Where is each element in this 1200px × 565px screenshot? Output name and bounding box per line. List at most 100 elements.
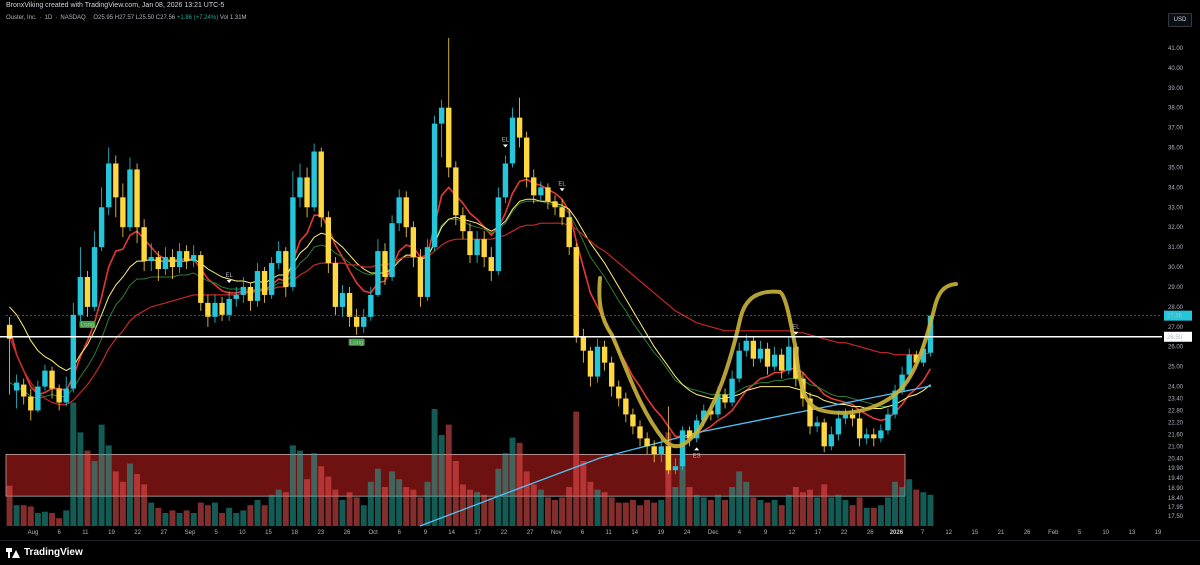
time-tick-label: Nov xyxy=(551,530,562,536)
candle xyxy=(290,171,296,291)
price-tick-label: 36.00 xyxy=(1168,146,1184,152)
price-tick-label: 29.00 xyxy=(1168,285,1184,291)
volume-bar xyxy=(651,502,658,526)
candle-body xyxy=(332,263,339,307)
price-tick-label: 18.40 xyxy=(1168,496,1184,502)
candle xyxy=(623,392,629,423)
low-value: L25.50 xyxy=(135,15,155,21)
candle-body xyxy=(779,354,785,371)
candle-body xyxy=(920,348,927,363)
volume-bar xyxy=(665,432,672,526)
candle-body xyxy=(545,187,551,202)
time-tick-label: Oct xyxy=(368,530,378,536)
candle xyxy=(516,97,523,148)
symbol-name[interactable]: Ouster, Inc. xyxy=(6,15,37,21)
price-axis[interactable]: 17.50 17.95 18.40 18.90 19.40 19.90 20.40 21.00… xyxy=(1164,46,1192,520)
candle xyxy=(346,286,353,327)
volume-bar xyxy=(176,513,183,526)
volume-bar xyxy=(353,497,360,526)
volume-bar xyxy=(403,487,410,526)
signal-markers-layer: EL EL EL EL ES Long Long xyxy=(79,137,800,459)
candle-body xyxy=(715,394,721,415)
volume-bar xyxy=(835,494,842,526)
time-tick-label: 22 xyxy=(134,530,141,536)
candle-body xyxy=(283,251,289,287)
volume-bar xyxy=(863,507,870,526)
candle xyxy=(764,342,771,375)
volume-bar xyxy=(254,500,261,526)
open-value: O25.95 xyxy=(93,15,114,21)
candle-body xyxy=(169,257,176,268)
candle-body xyxy=(856,418,863,439)
candle xyxy=(495,187,502,276)
attribution-bar: BronxViking created with TradingView.com… xyxy=(0,0,1200,12)
volume-bar xyxy=(112,471,119,526)
volume-bar xyxy=(98,424,105,526)
candle xyxy=(573,243,579,343)
volume-bar xyxy=(566,487,573,526)
time-tick-label: 24 xyxy=(684,530,691,536)
time-tick-label: 11 xyxy=(605,530,612,536)
candle xyxy=(113,155,119,218)
volume-bar xyxy=(247,505,254,526)
time-tick-label: 19 xyxy=(1155,530,1162,536)
volume-bar xyxy=(91,461,98,526)
candle xyxy=(98,187,105,252)
candle xyxy=(70,302,76,393)
time-tick-label: 23 xyxy=(317,530,324,536)
candle-body xyxy=(701,410,707,421)
candle xyxy=(219,296,225,321)
volume-bar xyxy=(814,497,821,526)
volume-bar xyxy=(537,489,544,526)
volume-bar xyxy=(927,494,934,526)
tradingview-logo[interactable]: TradingView xyxy=(6,547,83,558)
candle xyxy=(453,161,459,226)
time-tick-label: 11 xyxy=(82,530,89,536)
volume-bar xyxy=(77,432,84,526)
long-tag xyxy=(348,338,365,346)
volume-bar xyxy=(431,409,438,526)
support-line-layer xyxy=(0,315,1162,338)
volume-bar xyxy=(474,492,481,526)
candle-body xyxy=(346,292,353,317)
volume-bar xyxy=(502,453,509,526)
candle-body xyxy=(559,207,565,218)
candle-body xyxy=(460,215,466,232)
volume-bar xyxy=(360,505,367,526)
volume-bar xyxy=(906,479,913,526)
candle xyxy=(821,418,827,453)
candle xyxy=(545,183,551,210)
candle-body xyxy=(906,354,912,375)
candle-body xyxy=(722,394,728,403)
candle-body xyxy=(353,316,360,327)
volume-bar xyxy=(226,507,233,526)
time-tick-label: 19 xyxy=(658,530,665,536)
candle xyxy=(28,388,34,421)
candle xyxy=(63,376,69,407)
time-tick-label: 12 xyxy=(945,530,952,536)
candle-body xyxy=(318,151,324,218)
price-tick-label: 26.00 xyxy=(1168,345,1184,351)
volume-bar xyxy=(743,481,750,526)
candle xyxy=(885,408,891,435)
price-tick-label: 40.00 xyxy=(1168,66,1184,72)
volume-bar xyxy=(318,466,325,526)
interval-label[interactable]: 1D xyxy=(44,15,53,21)
time-axis[interactable]: Aug 6 11 19 22 27 Sep 5 10 15 18 23 26 Oct 6 9 14 17 22 27 N… xyxy=(28,530,1162,536)
volume-bar xyxy=(842,500,849,526)
candle-body xyxy=(424,247,431,297)
volume-bar xyxy=(183,510,190,526)
volume-bar xyxy=(899,487,906,526)
signal-label: EL xyxy=(502,137,510,143)
candle xyxy=(601,340,608,371)
currency-button[interactable]: USD xyxy=(1168,13,1192,27)
volume-bar xyxy=(729,487,736,526)
signal-label: ES xyxy=(693,453,701,459)
candle-body xyxy=(375,251,381,295)
volume-bar xyxy=(856,497,863,526)
price-tick-label: 28.00 xyxy=(1168,305,1184,311)
candle xyxy=(35,380,41,413)
candle-body xyxy=(254,271,261,301)
time-tick-label: 9 xyxy=(424,530,428,536)
